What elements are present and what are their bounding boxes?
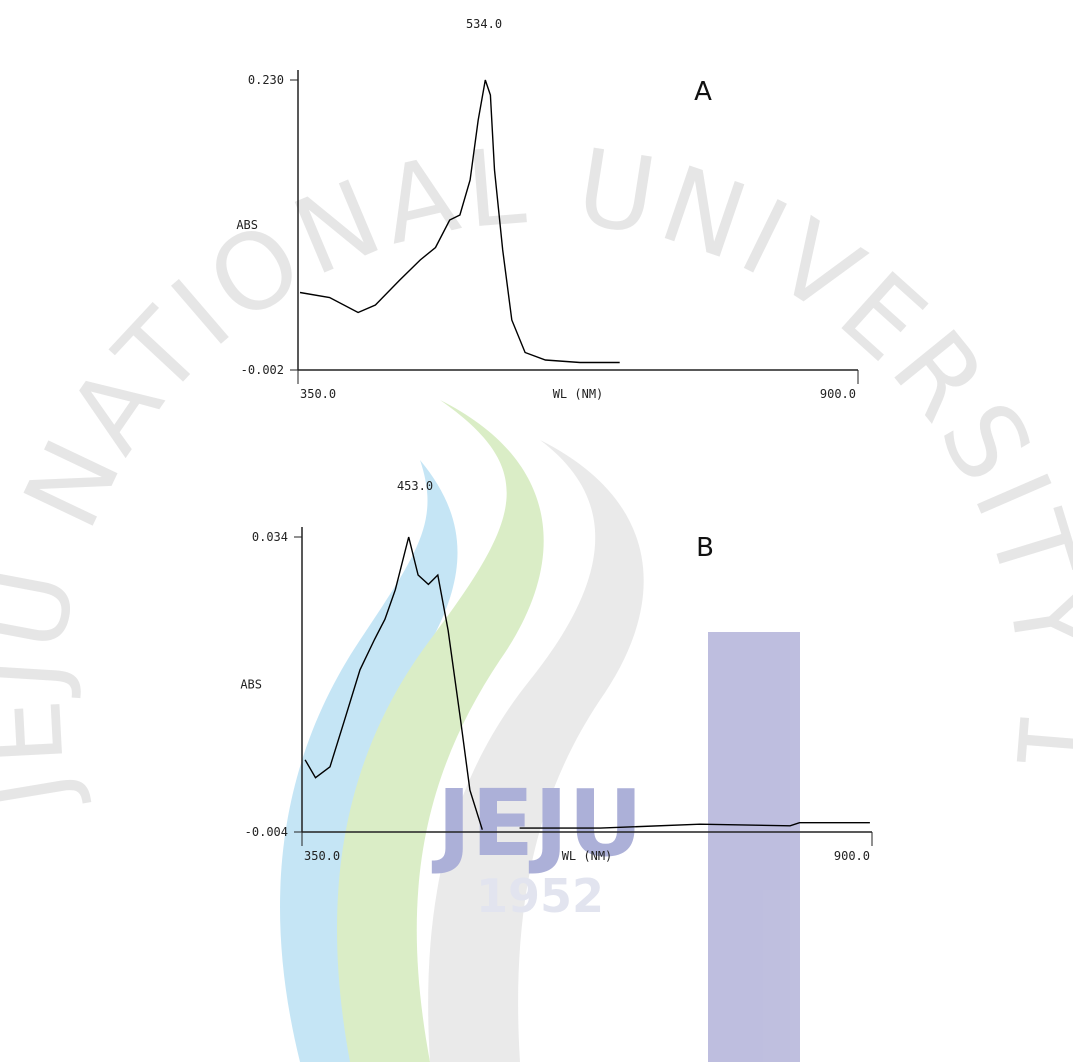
page: {"watermark": {"arc_text": "JEJU NATIONA… [0,0,1073,1062]
panel-label: A [694,77,712,107]
y-axis-label: ABS [236,218,258,232]
x-tick-label: 350.0 [304,849,340,863]
x-axis-label: WL (NM) [562,849,613,863]
logo-year: 1952 [476,869,604,923]
y-tick-label: -0.002 [241,363,284,377]
x-tick-label: 900.0 [834,849,870,863]
y-tick-label: -0.004 [245,825,288,839]
x-axis-label: WL (NM) [553,387,604,401]
logo-bar [708,632,800,1062]
y-axis-label: ABS [240,678,262,692]
peak-label: 453.0 [397,479,433,493]
peak-label: 534.0 [466,17,502,31]
x-tick-label: 900.0 [820,387,856,401]
chart: JEJU NATIONAL UNIVERSITY 1952 JEJU 1952 … [0,0,1073,1062]
watermark: JEJU NATIONAL UNIVERSITY 1952 JEJU 1952 [0,0,1073,1062]
x-tick-label: 350.0 [300,387,336,401]
y-tick-label: 0.230 [248,73,284,87]
y-tick-label: 0.034 [252,530,288,544]
panel-label: B [696,533,714,563]
